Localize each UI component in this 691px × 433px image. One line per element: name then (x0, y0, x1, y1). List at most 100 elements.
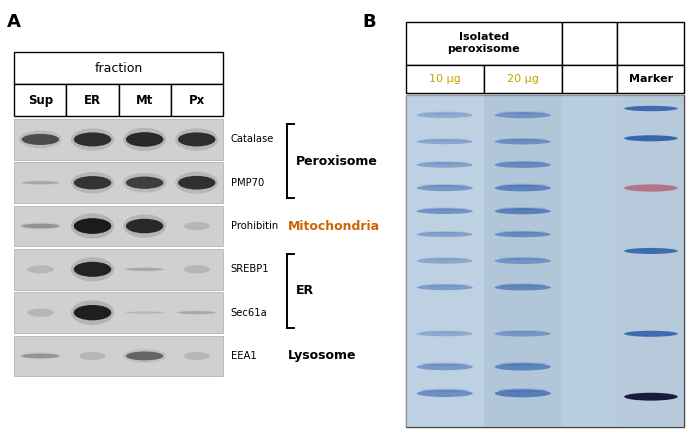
Ellipse shape (126, 268, 163, 271)
Ellipse shape (19, 222, 62, 230)
Ellipse shape (21, 353, 59, 359)
Text: Sup: Sup (28, 94, 53, 107)
Text: Marker: Marker (629, 74, 673, 84)
Ellipse shape (421, 284, 468, 287)
Bar (15, 292, 223, 333)
Text: 10 μg: 10 μg (429, 74, 461, 84)
Ellipse shape (624, 106, 678, 111)
Ellipse shape (123, 128, 167, 151)
Ellipse shape (178, 132, 216, 146)
Ellipse shape (417, 331, 473, 336)
Ellipse shape (417, 185, 473, 191)
Ellipse shape (126, 352, 163, 360)
Ellipse shape (495, 331, 551, 336)
Ellipse shape (421, 389, 468, 392)
Ellipse shape (21, 181, 59, 184)
Ellipse shape (499, 362, 547, 366)
Ellipse shape (495, 208, 551, 214)
Ellipse shape (175, 172, 218, 194)
Bar (171, 84, 223, 116)
Bar (562, 95, 618, 427)
Text: Mt: Mt (136, 94, 153, 107)
Ellipse shape (624, 248, 678, 254)
Ellipse shape (184, 265, 210, 273)
Ellipse shape (79, 352, 106, 360)
Ellipse shape (499, 184, 547, 187)
Ellipse shape (74, 262, 111, 277)
Bar (562, 65, 618, 93)
Ellipse shape (19, 352, 62, 360)
Bar (15, 206, 223, 246)
Ellipse shape (417, 232, 473, 237)
Text: Peroxisome: Peroxisome (296, 155, 377, 168)
Text: fraction: fraction (95, 61, 143, 75)
Ellipse shape (71, 172, 114, 194)
Text: Isolated
peroxisome: Isolated peroxisome (448, 32, 520, 54)
Text: A: A (7, 13, 21, 31)
Text: EEA1: EEA1 (231, 351, 256, 361)
Ellipse shape (184, 352, 210, 360)
Ellipse shape (499, 388, 547, 392)
Text: 20 μg: 20 μg (507, 74, 539, 84)
Ellipse shape (417, 139, 473, 144)
Text: Lysosome: Lysosome (287, 349, 356, 362)
Text: ER: ER (296, 284, 314, 297)
Ellipse shape (495, 232, 551, 237)
Ellipse shape (624, 331, 678, 337)
Ellipse shape (126, 312, 163, 313)
Ellipse shape (27, 265, 54, 273)
Ellipse shape (499, 111, 547, 114)
Bar (562, 22, 618, 65)
Ellipse shape (499, 207, 547, 210)
Ellipse shape (495, 139, 551, 145)
Bar (119, 84, 171, 116)
Ellipse shape (417, 390, 473, 397)
Ellipse shape (74, 132, 111, 146)
Ellipse shape (421, 257, 468, 260)
Ellipse shape (495, 258, 551, 264)
Bar (484, 95, 562, 427)
Bar (406, 65, 484, 93)
Text: Px: Px (189, 94, 205, 107)
Bar (618, 22, 684, 65)
Ellipse shape (74, 218, 111, 234)
Ellipse shape (71, 213, 114, 239)
Ellipse shape (417, 284, 473, 290)
Ellipse shape (421, 111, 468, 114)
Text: Mitochondria: Mitochondria (287, 220, 379, 233)
Ellipse shape (417, 112, 473, 118)
Bar (66, 84, 119, 116)
Bar (15, 249, 223, 290)
Ellipse shape (417, 208, 473, 214)
Ellipse shape (123, 173, 167, 193)
Ellipse shape (495, 112, 551, 118)
Text: Catalase: Catalase (231, 134, 274, 145)
Ellipse shape (499, 283, 547, 287)
Ellipse shape (71, 128, 114, 151)
Ellipse shape (624, 135, 678, 141)
Text: SREBP1: SREBP1 (231, 264, 269, 275)
Ellipse shape (21, 223, 59, 229)
Bar (15, 52, 223, 84)
Ellipse shape (178, 311, 216, 314)
Ellipse shape (126, 177, 163, 189)
Ellipse shape (421, 231, 468, 234)
Ellipse shape (21, 134, 59, 145)
Ellipse shape (624, 393, 678, 401)
Ellipse shape (123, 349, 167, 363)
Ellipse shape (421, 362, 468, 366)
Ellipse shape (417, 162, 473, 168)
Ellipse shape (175, 128, 218, 151)
Bar (15, 119, 223, 160)
Bar (15, 162, 223, 203)
Text: Prohibitin: Prohibitin (231, 221, 278, 231)
Ellipse shape (417, 258, 473, 264)
Bar (406, 22, 562, 65)
Text: B: B (363, 13, 377, 31)
Ellipse shape (421, 161, 468, 164)
Ellipse shape (74, 176, 111, 189)
Ellipse shape (421, 330, 468, 333)
Text: ER: ER (84, 94, 101, 107)
Ellipse shape (499, 231, 547, 233)
Ellipse shape (71, 301, 114, 325)
